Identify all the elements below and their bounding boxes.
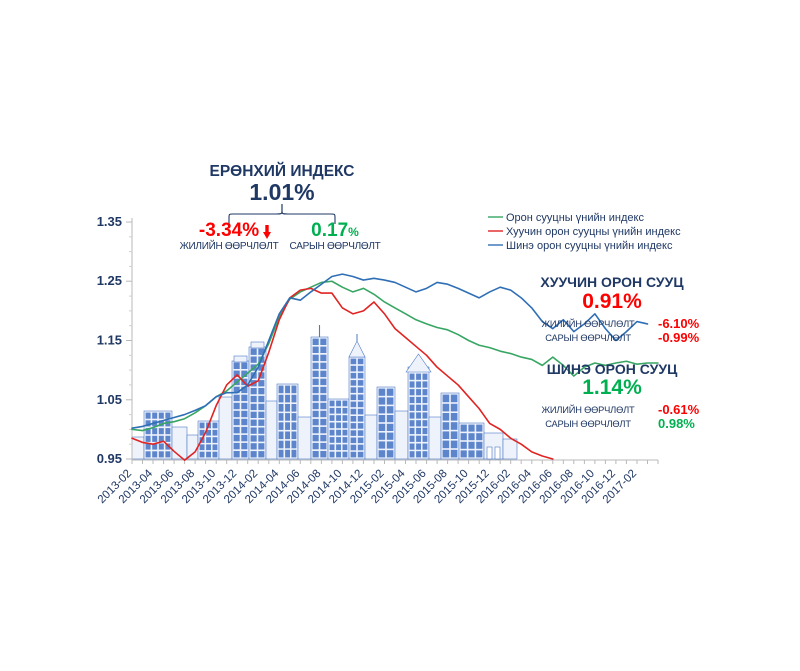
svg-text:-0.61%: -0.61% (658, 402, 700, 417)
svg-text:0.98%: 0.98% (658, 416, 695, 431)
svg-text:Орон сууцны үнийн индекс: Орон сууцны үнийн индекс (506, 212, 644, 224)
svg-text:ЕРӨНХИЙ ИНДЕКС: ЕРӨНХИЙ ИНДЕКС (209, 162, 354, 180)
svg-text:ЖИЛИЙН ӨӨРЧЛӨЛТ: ЖИЛИЙН ӨӨРЧЛӨЛТ (180, 239, 279, 252)
svg-text:ЖИЛИЙН ӨӨРЧЛӨЛТ: ЖИЛИЙН ӨӨРЧЛӨЛТ (541, 318, 635, 329)
svg-text:1.25: 1.25 (97, 273, 122, 288)
svg-text:1.14%: 1.14% (582, 376, 642, 399)
svg-text:0.95: 0.95 (97, 451, 122, 466)
svg-text:Шинэ орон сууцны үнийн индекс: Шинэ орон сууцны үнийн индекс (506, 240, 673, 252)
svg-text:САРЫН ӨӨРЧЛӨЛТ: САРЫН ӨӨРЧЛӨЛТ (545, 419, 631, 429)
svg-text:САРЫН ӨӨРЧЛӨЛТ: САРЫН ӨӨРЧЛӨЛТ (290, 241, 381, 252)
svg-text:1.15: 1.15 (97, 333, 122, 348)
svg-text:1.01%: 1.01% (249, 179, 314, 205)
svg-text:САРЫН ӨӨРЧЛӨЛТ: САРЫН ӨӨРЧЛӨЛТ (545, 333, 631, 343)
svg-text:ХУУЧИН ОРОН СУУЦ: ХУУЧИН ОРОН СУУЦ (540, 274, 684, 290)
svg-text:-0.99%: -0.99% (658, 330, 700, 345)
svg-text:-3.34%: -3.34% (199, 220, 259, 241)
svg-text:1.35: 1.35 (97, 214, 122, 229)
svg-text:1.05: 1.05 (97, 392, 122, 407)
svg-text:0.91%: 0.91% (582, 290, 642, 313)
svg-text:-6.10%: -6.10% (658, 316, 700, 331)
svg-text:ЖИЛИЙН ӨӨРЧЛӨЛТ: ЖИЛИЙН ӨӨРЧЛӨЛТ (541, 404, 635, 415)
svg-text:ШИНЭ ОРОН СУУЦ: ШИНЭ ОРОН СУУЦ (547, 361, 678, 377)
svg-text:Хуучин орон сууцны үнийн индек: Хуучин орон сууцны үнийн индекс (506, 226, 681, 238)
